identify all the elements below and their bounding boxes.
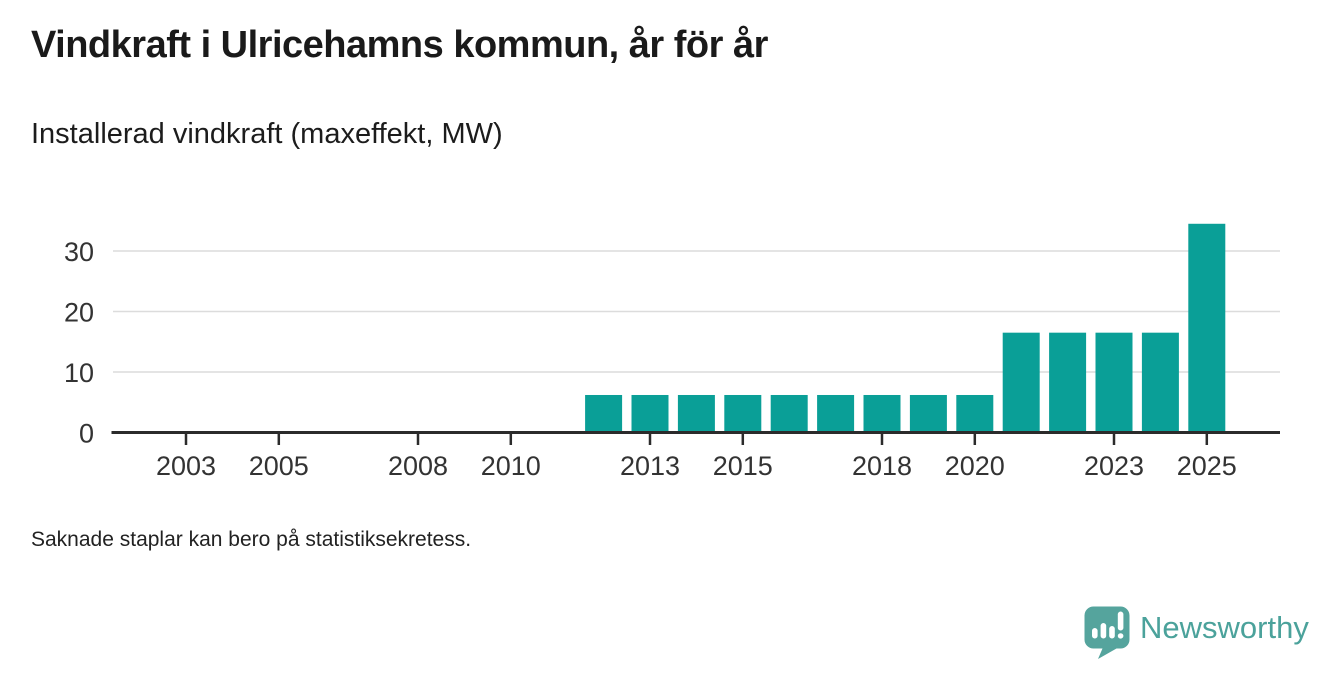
newsworthy-logo: Newsworthy [1083,604,1309,660]
bar-2021 [1002,332,1040,433]
chart-footnote: Saknade staplar kan bero på statistiksek… [31,528,472,551]
y-tick-label-20: 20 [64,298,94,328]
page-title: Vindkraft i Ulricehamns kommun, år för å… [31,24,768,66]
bar-2020 [956,394,994,433]
x-tick-label-2005: 2005 [249,451,309,481]
x-tick-label-2015: 2015 [713,451,773,481]
x-tick-label-2003: 2003 [156,451,216,481]
x-tick-label-2008: 2008 [388,451,448,481]
bar-2025 [1188,223,1226,433]
chart-subtitle: Installerad vindkraft (maxeffekt, MW) [31,118,503,150]
bar-2017 [817,394,855,433]
x-tick-label-2010: 2010 [481,451,541,481]
x-tick-label-2023: 2023 [1084,451,1144,481]
bar-2019 [909,394,947,433]
y-tick-label-0: 0 [79,419,94,449]
x-tick-label-2025: 2025 [1177,451,1237,481]
y-tick-label-30: 30 [64,237,94,267]
bar-2024 [1141,332,1179,433]
bar-2016 [770,394,808,433]
newsworthy-wordmark: Newsworthy [1140,610,1309,645]
bar-2023 [1095,332,1133,433]
speech-bubble-bar-chart-icon [1084,606,1130,659]
bar-2015 [724,394,762,433]
bar-2022 [1049,332,1087,433]
bar-2013 [631,394,669,433]
bar-2012 [585,394,623,433]
bar-2018 [863,394,901,433]
x-tick-label-2018: 2018 [852,451,912,481]
x-tick-label-2020: 2020 [945,451,1005,481]
y-tick-label-10: 10 [64,358,94,388]
bar-2014 [677,394,715,433]
x-tick-label-2013: 2013 [620,451,680,481]
